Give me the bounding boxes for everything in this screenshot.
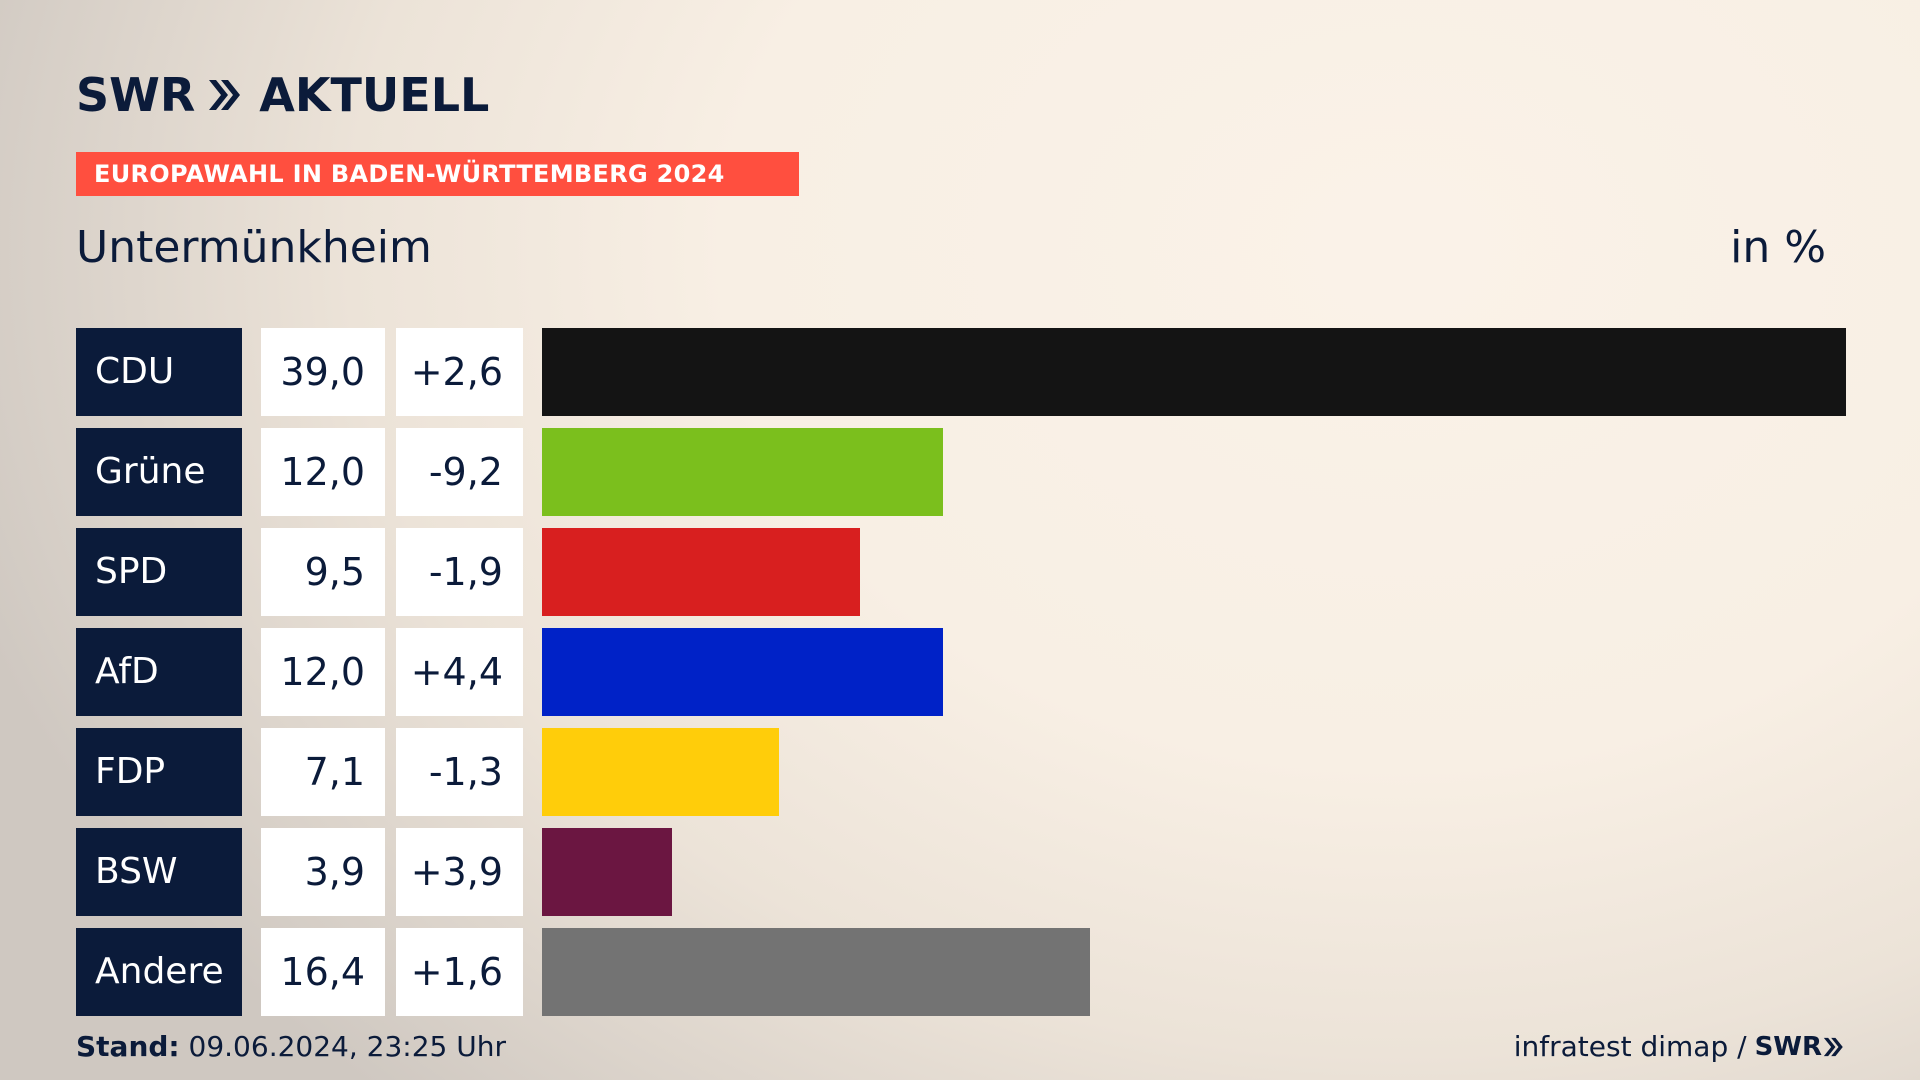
diff-label: -9,2 [396, 428, 523, 516]
party-label: Grüne [76, 428, 242, 516]
stand-label: Stand: [76, 1030, 180, 1063]
source-credit: infratest dimap / SWR [1514, 1030, 1844, 1063]
party-label: SPD [76, 528, 242, 616]
result-row-gruene: Grüne 12,0 -9,2 [76, 428, 1846, 516]
double-chevron-icon [207, 77, 241, 113]
bar-spd [542, 528, 860, 616]
stand-value: 09.06.2024, 23:25 Uhr [188, 1030, 506, 1063]
value-label: 12,0 [261, 628, 385, 716]
party-label: BSW [76, 828, 242, 916]
result-row-cdu: CDU 39,0 +2,6 [76, 328, 1846, 416]
diff-label: +1,6 [396, 928, 523, 1016]
value-label: 12,0 [261, 428, 385, 516]
bar-afd [542, 628, 943, 716]
bar-cdu [542, 328, 1846, 416]
value-label: 9,5 [261, 528, 385, 616]
party-label: AfD [76, 628, 242, 716]
diff-label: +3,9 [396, 828, 523, 916]
swr-mini-logo: SWR [1755, 1032, 1844, 1062]
timestamp: Stand: 09.06.2024, 23:25 Uhr [76, 1030, 506, 1063]
double-chevron-icon [1823, 1037, 1843, 1056]
unit-label: in % [1730, 222, 1826, 273]
result-row-fdp: FDP 7,1 -1,3 [76, 728, 1846, 816]
swr-aktuell-logo: SWR AKTUELL [76, 68, 489, 122]
result-row-andere: Andere 16,4 +1,6 [76, 928, 1846, 1016]
bar-fdp [542, 728, 779, 816]
diff-label: -1,3 [396, 728, 523, 816]
source-text: infratest dimap / [1513, 1030, 1747, 1063]
bar-bsw [542, 828, 672, 916]
diff-label: +4,4 [396, 628, 523, 716]
value-label: 16,4 [261, 928, 385, 1016]
diff-label: -1,9 [396, 528, 523, 616]
place-title: Untermünkheim [76, 222, 432, 273]
value-label: 39,0 [261, 328, 385, 416]
value-label: 3,9 [261, 828, 385, 916]
logo-brand: SWR [76, 68, 196, 122]
party-label: Andere [76, 928, 242, 1016]
result-row-spd: SPD 9,5 -1,9 [76, 528, 1846, 616]
value-label: 7,1 [261, 728, 385, 816]
election-banner: EUROPAWAHL IN BADEN-WÜRTTEMBERG 2024 [76, 152, 799, 196]
logo-text: AKTUELL [259, 68, 490, 122]
result-row-afd: AfD 12,0 +4,4 [76, 628, 1846, 716]
bar-andere [542, 928, 1090, 1016]
party-label: CDU [76, 328, 242, 416]
result-row-bsw: BSW 3,9 +3,9 [76, 828, 1846, 916]
mini-logo-text: SWR [1754, 1031, 1822, 1062]
diff-label: +2,6 [396, 328, 523, 416]
bar-gruene [542, 428, 943, 516]
party-label: FDP [76, 728, 242, 816]
